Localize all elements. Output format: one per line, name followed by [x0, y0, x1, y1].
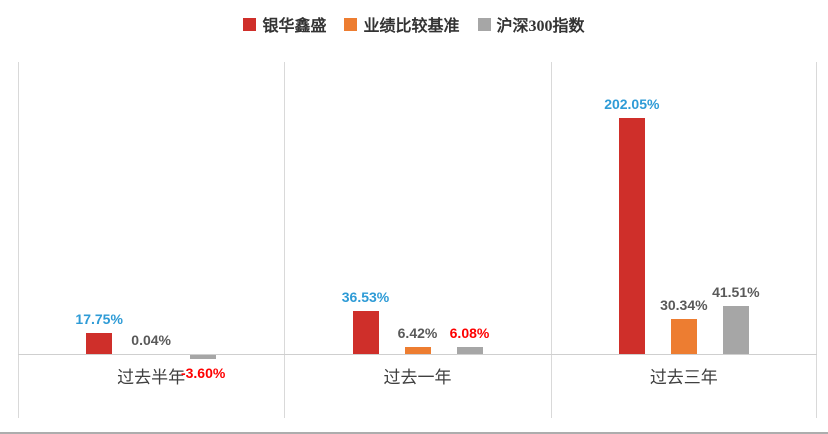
value-label: 41.51%: [712, 283, 760, 300]
legend-item-benchmark: 业绩比较基准: [344, 12, 460, 36]
value-label: 202.05%: [604, 96, 660, 112]
value-label: 0.04%: [131, 331, 171, 348]
value-label: 17.75%: [75, 311, 123, 328]
legend-label: 银华鑫盛: [262, 18, 327, 35]
legend-item-index: 沪深300指数: [477, 12, 585, 36]
legend-item-fund: 银华鑫盛: [243, 12, 326, 36]
value-label: 36.53%: [341, 289, 390, 306]
value-label: 6.42%: [397, 324, 438, 341]
value-label: 30.34%: [660, 296, 708, 313]
bar-series1-cat3: [618, 118, 645, 354]
legend-label: 业绩比较基准: [363, 18, 460, 35]
bar-series3-cat2: [456, 346, 483, 354]
plot-area: 过去半年 17.75% 0.04% -3.60% 过去一年 36.53% 6.42% 6.08…: [18, 62, 817, 418]
bar-series3-cat3: [722, 305, 749, 354]
bar-series1-cat1: [86, 333, 113, 354]
bar-series1-cat2: [352, 311, 379, 354]
grid-line-vertical: [550, 62, 552, 418]
bar-series2-cat2: [404, 346, 431, 354]
bar-series2-cat3: [670, 318, 697, 354]
category-label: 过去三年: [649, 368, 718, 387]
x-axis-line: [18, 354, 817, 355]
bar-series3-cat1: [190, 355, 217, 360]
legend-swatch: [477, 17, 491, 31]
legend-label: 沪深300指数: [496, 18, 585, 35]
legend-swatch: [243, 17, 257, 31]
grid-line-vertical: [18, 62, 19, 418]
value-label: -3.60%: [180, 365, 226, 382]
category-label: 过去半年: [117, 368, 186, 387]
grid-line-vertical: [284, 62, 286, 418]
chart-legend: 银华鑫盛 业绩比较基准 沪深300指数: [0, 12, 828, 36]
legend-swatch: [344, 17, 358, 31]
grid-line-vertical: [816, 62, 817, 418]
value-label: 6.08%: [449, 324, 490, 341]
category-label: 过去一年: [383, 368, 452, 387]
